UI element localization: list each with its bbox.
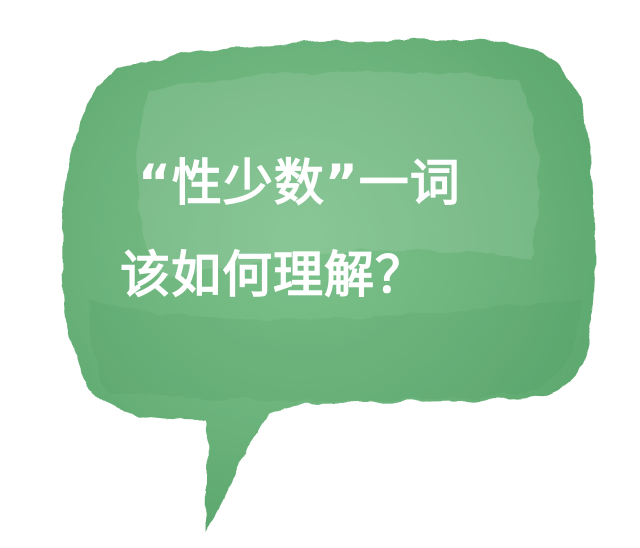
bubble-text-line-2: 该如何理解？ (120, 246, 426, 304)
bubble-text-line-1: “性少数”一词 (138, 154, 461, 212)
